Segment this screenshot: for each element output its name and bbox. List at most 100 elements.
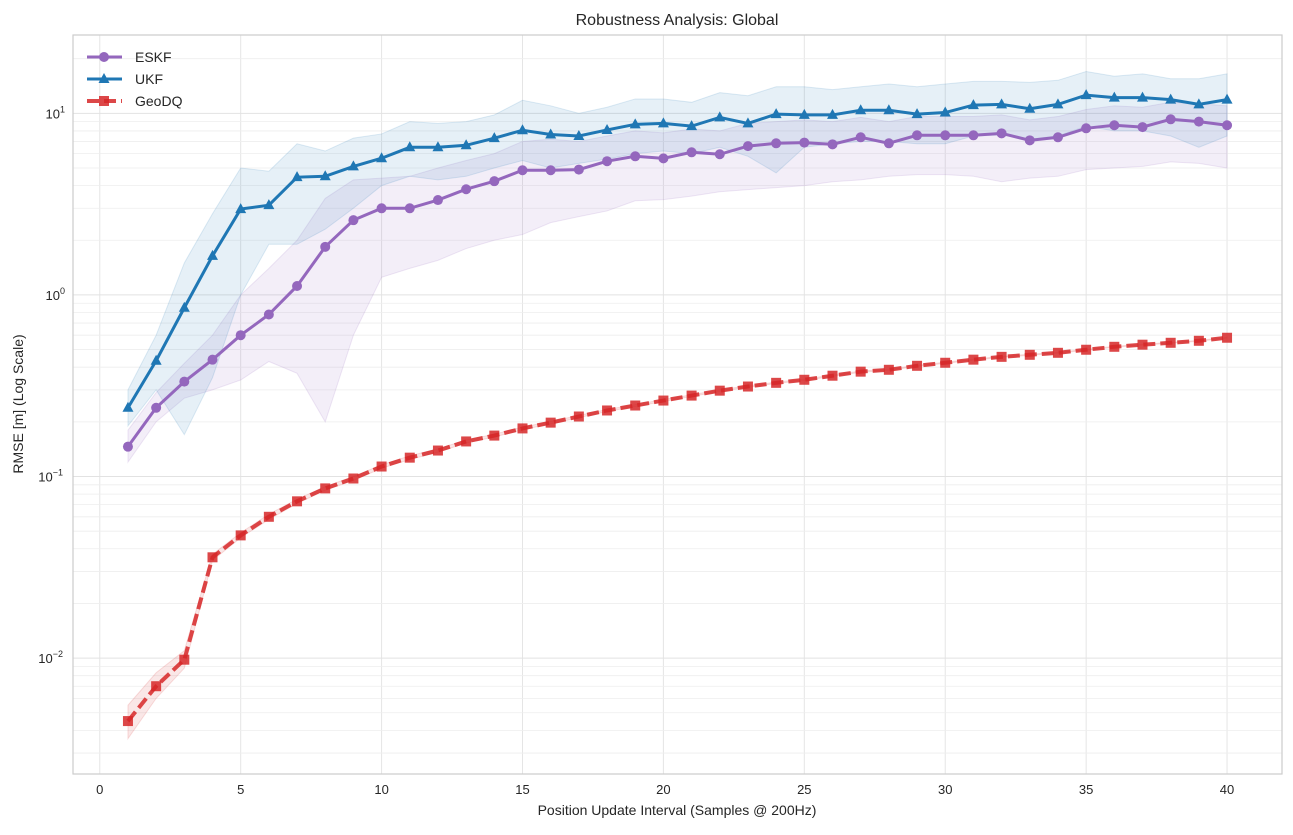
geodq-point bbox=[151, 681, 162, 692]
ukf-point bbox=[1108, 91, 1120, 102]
geodq-point bbox=[376, 461, 387, 472]
x-tick-label: 0 bbox=[96, 782, 103, 797]
ukf-point bbox=[1137, 91, 1148, 102]
ukf-point bbox=[319, 170, 331, 181]
eskf-point bbox=[1109, 120, 1120, 131]
eskf-point bbox=[714, 149, 725, 160]
x-tick-label: 35 bbox=[1079, 782, 1093, 797]
ukf-point bbox=[178, 301, 190, 312]
geodq-point bbox=[855, 366, 866, 377]
geodq-point bbox=[940, 357, 951, 368]
ukf-point bbox=[996, 98, 1008, 109]
eskf-point bbox=[742, 141, 753, 152]
geodq-point bbox=[742, 381, 753, 392]
ukf-point bbox=[601, 123, 613, 134]
eskf-point bbox=[517, 165, 528, 176]
geodq-point bbox=[179, 654, 190, 665]
geodq-point bbox=[573, 411, 584, 422]
eskf-point bbox=[1052, 132, 1063, 143]
plot-frame bbox=[72, 34, 1283, 775]
ukf-point bbox=[545, 128, 557, 139]
geodq-point bbox=[517, 423, 528, 434]
ukf-point bbox=[686, 120, 698, 131]
geodq-point bbox=[461, 436, 472, 447]
geodq-point bbox=[263, 511, 274, 522]
eskf-point bbox=[799, 137, 810, 148]
geodq-point bbox=[630, 400, 641, 411]
legend-label-ukf: UKF bbox=[135, 71, 163, 87]
ukf-point bbox=[150, 354, 162, 365]
y-tick-label: 100 bbox=[46, 286, 65, 303]
ukf-point bbox=[376, 152, 388, 163]
eskf-point bbox=[1222, 120, 1233, 131]
ukf-point bbox=[291, 171, 303, 182]
series-lines bbox=[122, 89, 1233, 727]
chart-title: Robustness Analysis: Global bbox=[576, 12, 779, 29]
x-tick-label: 5 bbox=[237, 782, 244, 797]
geodq-point bbox=[292, 496, 303, 507]
eskf-point bbox=[545, 165, 556, 176]
ukf-point bbox=[770, 108, 782, 119]
eskf-point bbox=[151, 402, 162, 413]
ukf-point bbox=[263, 199, 275, 210]
geodq-point bbox=[207, 552, 218, 563]
eskf-point bbox=[292, 280, 303, 291]
ukf-point bbox=[967, 99, 979, 110]
geodq-point bbox=[799, 374, 810, 385]
ukf-point bbox=[798, 108, 810, 119]
ukf-point bbox=[855, 104, 867, 115]
eskf-band bbox=[127, 101, 1228, 464]
geodq-point bbox=[686, 390, 697, 401]
geodq-point bbox=[658, 395, 669, 406]
eskf-point bbox=[1137, 122, 1148, 133]
eskf-point bbox=[686, 147, 697, 158]
legend-marker-geodq bbox=[99, 96, 109, 106]
ukf-point bbox=[488, 132, 500, 143]
ukf-point bbox=[657, 117, 669, 128]
geodq-point bbox=[714, 385, 725, 396]
geodq-point bbox=[771, 377, 782, 388]
x-tick-label: 20 bbox=[656, 782, 670, 797]
eskf-point bbox=[376, 203, 387, 214]
geodq-point bbox=[968, 354, 979, 365]
ukf-point bbox=[404, 141, 416, 152]
legend: ESKF UKF GeoDQ bbox=[87, 49, 183, 109]
y-tick-label: 101 bbox=[46, 104, 65, 121]
eskf-point bbox=[883, 138, 894, 149]
ukf-point bbox=[629, 118, 641, 129]
eskf-point bbox=[179, 376, 190, 387]
geodq-point bbox=[1165, 337, 1176, 348]
ukf-point bbox=[1080, 89, 1092, 100]
eskf-point bbox=[855, 132, 866, 143]
geodq-point bbox=[912, 360, 923, 371]
eskf-point bbox=[1024, 135, 1035, 146]
eskf-point bbox=[122, 441, 133, 452]
eskf-point bbox=[573, 164, 584, 175]
ukf-point bbox=[122, 401, 134, 412]
ukf-point bbox=[827, 108, 838, 119]
geodq-point bbox=[320, 483, 331, 494]
legend-marker-eskf bbox=[99, 52, 109, 62]
geodq-point bbox=[122, 716, 133, 727]
geodq-point bbox=[404, 452, 415, 463]
y-tick-label: 10−2 bbox=[38, 649, 63, 666]
geodq-point bbox=[545, 417, 556, 428]
geodq-point bbox=[489, 430, 500, 441]
x-tick-label: 10 bbox=[374, 782, 388, 797]
eskf-point bbox=[630, 151, 641, 162]
ukf-point bbox=[939, 106, 951, 117]
eskf-point bbox=[658, 153, 669, 164]
ukf-band bbox=[127, 70, 1228, 436]
eskf-point bbox=[827, 139, 838, 150]
geodq-point bbox=[1081, 344, 1092, 355]
ukf-point bbox=[1052, 98, 1064, 109]
eskf-point bbox=[489, 176, 500, 187]
eskf-point bbox=[940, 130, 951, 141]
y-axis-label: RMSE [m] (Log Scale) bbox=[10, 334, 26, 473]
geodq-point bbox=[1137, 339, 1148, 350]
tick-labels: 0 5 10 15 20 25 30 35 40 10−2 10−1 100 101 bbox=[38, 104, 1234, 797]
geodq-line bbox=[126, 335, 1228, 723]
eskf-point bbox=[1165, 114, 1176, 125]
x-tick-label: 40 bbox=[1220, 782, 1234, 797]
eskf-point bbox=[207, 354, 218, 365]
